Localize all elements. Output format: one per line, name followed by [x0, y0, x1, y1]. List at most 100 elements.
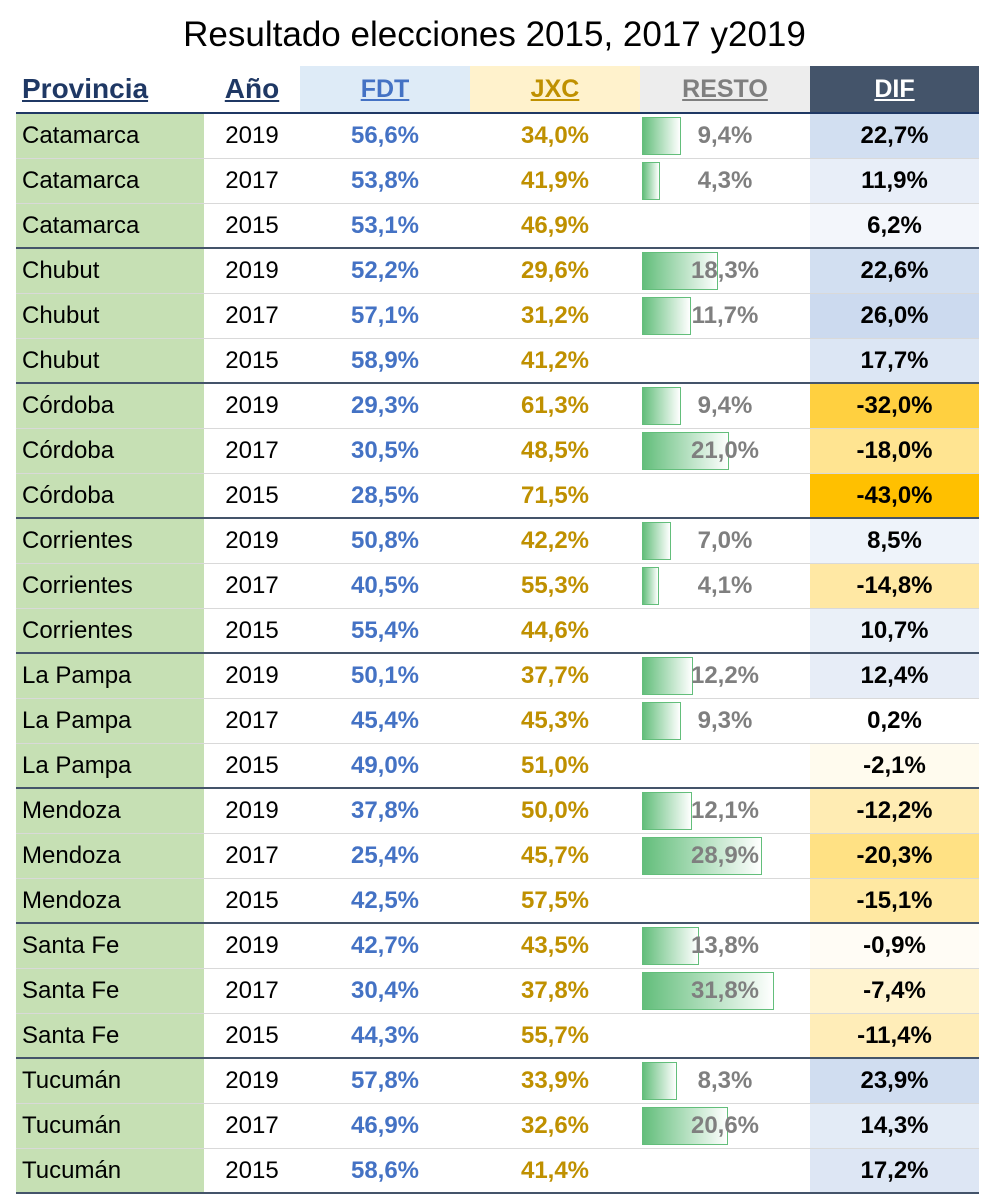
jxc-cell: 71,5% [520, 482, 590, 509]
table-row: Tucumán 2017 46,9% 32,6% 20,6% 14,3% [16, 1104, 979, 1149]
resto-cell: 18,3% [640, 249, 810, 293]
resto-value: 21,0% [690, 437, 760, 464]
fdt-cell: 29,3% [350, 392, 420, 419]
jxc-cell: 34,0% [520, 122, 590, 149]
jxc-cell: 55,7% [520, 1022, 590, 1049]
header-dif[interactable]: DIF [810, 66, 979, 112]
table-row: Mendoza 2017 25,4% 45,7% 28,9% -20,3% [16, 834, 979, 879]
resto-value: 13,8% [690, 932, 760, 959]
resto-data-bar [642, 387, 682, 425]
anio-cell: 2015 [225, 1022, 279, 1049]
anio-cell: 2019 [225, 392, 279, 419]
fdt-cell: 30,4% [350, 977, 420, 1004]
fdt-cell: 53,1% [350, 212, 420, 239]
resto-cell: 28,9% [640, 834, 810, 878]
resto-cell [640, 204, 810, 247]
header-jxc[interactable]: JXC [470, 66, 640, 112]
anio-cell: 2017 [225, 572, 279, 599]
resto-data-bar [642, 792, 693, 830]
table-row: Corrientes 2017 40,5% 55,3% 4,1% -14,8% [16, 564, 979, 609]
provincia-cell: La Pampa [16, 699, 204, 743]
fdt-cell: 56,6% [350, 122, 420, 149]
anio-cell: 2019 [225, 662, 279, 689]
anio-cell: 2019 [225, 932, 279, 959]
fdt-cell: 42,7% [350, 932, 420, 959]
resto-cell: 4,3% [640, 159, 810, 203]
table-row: Córdoba 2019 29,3% 61,3% 9,4% -32,0% [16, 384, 979, 429]
page-title: Resultado elecciones 2015, 2017 y2019 [183, 15, 806, 54]
jxc-cell: 43,5% [520, 932, 590, 959]
dif-cell: 17,2% [810, 1149, 979, 1192]
resto-value: 31,8% [690, 977, 760, 1004]
provincia-cell: Tucumán [16, 1059, 204, 1103]
jxc-cell: 42,2% [520, 527, 590, 554]
anio-cell: 2017 [225, 437, 279, 464]
anio-cell: 2017 [225, 707, 279, 734]
resto-data-bar [642, 567, 660, 605]
provincia-cell: Corrientes [16, 564, 204, 608]
fdt-cell: 25,4% [350, 842, 420, 869]
dif-cell: 17,7% [810, 339, 979, 382]
dif-cell: 11,9% [810, 159, 979, 203]
provincia-cell: Mendoza [16, 879, 204, 922]
anio-cell: 2015 [225, 887, 279, 914]
fdt-cell: 57,8% [350, 1067, 420, 1094]
resto-data-bar [642, 837, 763, 875]
table-body: Catamarca 2019 56,6% 34,0% 9,4% 22,7% Catamarc… [16, 114, 979, 1194]
resto-value: 11,7% [691, 302, 759, 329]
fdt-cell: 45,4% [350, 707, 420, 734]
resto-cell: 12,1% [640, 789, 810, 833]
resto-cell: 8,3% [640, 1059, 810, 1103]
resto-cell [640, 609, 810, 652]
table-row: Corrientes 2019 50,8% 42,2% 7,0% 8,5% [16, 519, 979, 564]
fdt-cell: 46,9% [350, 1112, 420, 1139]
anio-cell: 2015 [225, 212, 279, 239]
header-provincia[interactable]: Provincia [16, 66, 204, 112]
header-anio[interactable]: Año [204, 66, 300, 112]
header-fdt[interactable]: FDT [300, 66, 470, 112]
provincia-cell: La Pampa [16, 654, 204, 698]
anio-cell: 2017 [225, 302, 279, 329]
table-header: Provincia Año FDT JXC RESTO DIF [16, 66, 979, 114]
dif-cell: 22,6% [810, 249, 979, 293]
table-row: La Pampa 2015 49,0% 51,0% -2,1% [16, 744, 979, 789]
resto-cell: 9,3% [640, 699, 810, 743]
provincia-cell: Corrientes [16, 609, 204, 652]
resto-cell [640, 474, 810, 517]
table-row: Mendoza 2019 37,8% 50,0% 12,1% -12,2% [16, 789, 979, 834]
provincia-cell: Mendoza [16, 789, 204, 833]
resto-cell: 9,4% [640, 114, 810, 158]
provincia-cell: Chubut [16, 339, 204, 382]
table-row: Córdoba 2017 30,5% 48,5% 21,0% -18,0% [16, 429, 979, 474]
anio-cell: 2015 [225, 347, 279, 374]
dif-cell: -11,4% [810, 1014, 979, 1057]
dif-cell: 26,0% [810, 294, 979, 338]
resto-data-bar [642, 972, 775, 1010]
resto-cell [640, 744, 810, 787]
fdt-cell: 28,5% [350, 482, 420, 509]
jxc-cell: 37,7% [520, 662, 590, 689]
anio-cell: 2015 [225, 1157, 279, 1184]
dif-cell: 22,7% [810, 114, 979, 158]
resto-value: 20,6% [690, 1112, 760, 1139]
provincia-cell: Mendoza [16, 834, 204, 878]
jxc-cell: 41,2% [520, 347, 590, 374]
jxc-cell: 41,4% [520, 1157, 590, 1184]
fdt-cell: 50,1% [350, 662, 420, 689]
dif-cell: -0,9% [810, 924, 979, 968]
resto-cell: 11,7% [640, 294, 810, 338]
resto-cell [640, 879, 810, 922]
provincia-cell: Córdoba [16, 429, 204, 473]
fdt-cell: 50,8% [350, 527, 420, 554]
resto-cell: 21,0% [640, 429, 810, 473]
dif-cell: -7,4% [810, 969, 979, 1013]
header-resto[interactable]: RESTO [640, 66, 810, 112]
anio-cell: 2017 [225, 842, 279, 869]
jxc-cell: 45,7% [520, 842, 590, 869]
table-row: Córdoba 2015 28,5% 71,5% -43,0% [16, 474, 979, 519]
provincia-cell: Córdoba [16, 384, 204, 428]
resto-data-bar [642, 927, 700, 965]
resto-cell: 9,4% [640, 384, 810, 428]
table-row: Santa Fe 2015 44,3% 55,7% -11,4% [16, 1014, 979, 1059]
resto-cell: 4,1% [640, 564, 810, 608]
